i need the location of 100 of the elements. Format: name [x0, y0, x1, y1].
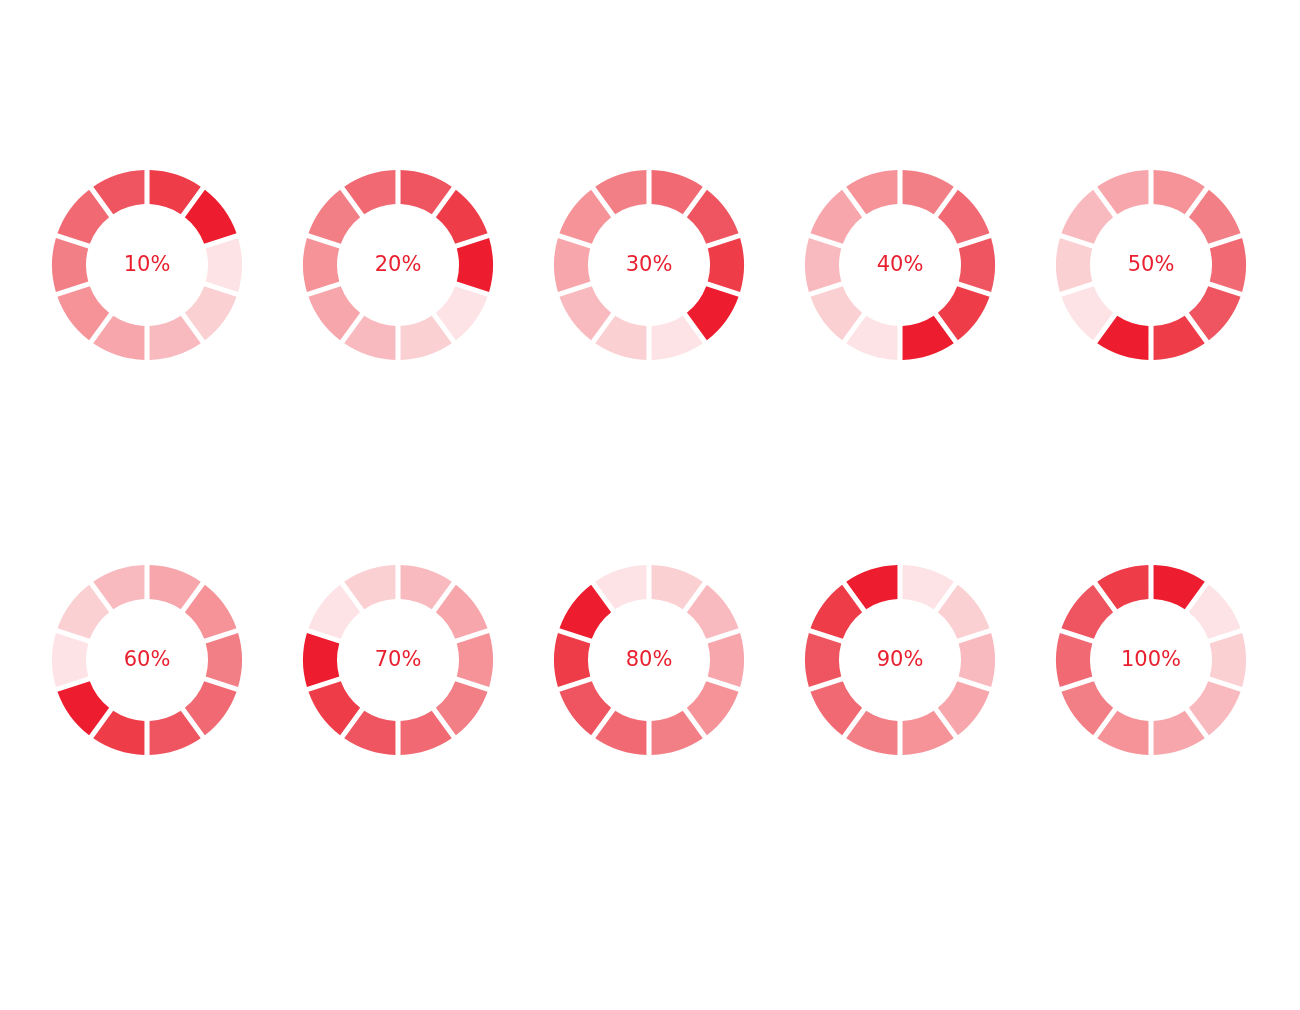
donut-slice [1153, 315, 1205, 360]
donut-slice [308, 286, 361, 341]
donut-slice [559, 286, 612, 341]
donut-slice [1061, 286, 1114, 341]
donut-slice [1056, 238, 1093, 292]
donut-slice [902, 315, 954, 360]
donut-slice [149, 565, 201, 610]
donut-slice [149, 710, 201, 755]
text: 50% [1127, 252, 1175, 276]
donut-slice [456, 633, 493, 687]
donut-slice [805, 633, 842, 687]
donut-slice [595, 170, 647, 215]
donut-slice [810, 286, 863, 341]
donut-slice [57, 286, 110, 341]
text: 60% [123, 647, 171, 671]
donut-slice [184, 286, 237, 341]
text: 80% [625, 647, 673, 671]
donut-slice [846, 315, 898, 360]
donut-slice [400, 170, 452, 215]
donut-slice [184, 681, 237, 736]
donut-slice [559, 681, 612, 736]
donut-slice [686, 286, 739, 341]
donut-slice [651, 710, 703, 755]
donut-slice [707, 633, 744, 687]
donut-slice [937, 681, 990, 736]
donut-slice [937, 584, 990, 639]
donut-slice [93, 170, 145, 215]
donut-slice [400, 565, 452, 610]
donut-slice [707, 238, 744, 292]
donut-slice [1061, 189, 1114, 244]
donut-slice [595, 565, 647, 610]
donut-slice [651, 565, 703, 610]
donut-slice [902, 710, 954, 755]
donut-slice [149, 170, 201, 215]
donut-slice [184, 584, 237, 639]
donut-slice [902, 170, 954, 215]
donut-slice [1209, 238, 1246, 292]
donut-slice [686, 681, 739, 736]
donut-slice [937, 286, 990, 341]
donut-slice [57, 189, 110, 244]
donut-slice [1097, 170, 1149, 215]
text: 90% [876, 647, 924, 671]
donut-slice [559, 189, 612, 244]
donut-slice [958, 238, 995, 292]
text: 40% [876, 252, 924, 276]
donut-slice [52, 238, 89, 292]
donut-slice [559, 584, 612, 639]
donut-slice [52, 633, 89, 687]
donut-slice [149, 315, 201, 360]
text: 30% [625, 252, 673, 276]
donut-slice [1061, 681, 1114, 736]
donut-slice [651, 170, 703, 215]
text: 100% [1120, 647, 1182, 671]
donut-slice [308, 189, 361, 244]
donut-slice [554, 633, 591, 687]
donut-slice [435, 681, 488, 736]
donut-slice [303, 633, 340, 687]
donut-slice [1209, 633, 1246, 687]
donut-slice [958, 633, 995, 687]
donut-slice [344, 710, 396, 755]
donut-slice [1153, 170, 1205, 215]
donut-slice [1188, 681, 1241, 736]
donut-slice [1097, 315, 1149, 360]
donut-slice [810, 189, 863, 244]
donut-slice [554, 238, 591, 292]
text: 10% [123, 252, 171, 276]
donut-slice [1097, 565, 1149, 610]
donut-slice [57, 681, 110, 736]
donut-slice [686, 189, 739, 244]
donut-slice [93, 565, 145, 610]
donut-slice [344, 170, 396, 215]
donut-slice [205, 633, 242, 687]
donut-slice [57, 584, 110, 639]
donut-slice [1188, 189, 1241, 244]
donut-slice [595, 315, 647, 360]
donut-slice [846, 170, 898, 215]
donut-slice [1153, 710, 1205, 755]
donut-slice [651, 315, 703, 360]
donut-slice [344, 565, 396, 610]
donut-slice [400, 315, 452, 360]
text: 20% [374, 252, 422, 276]
donut-slice [435, 189, 488, 244]
donut-slice [308, 584, 361, 639]
donut-slice [435, 286, 488, 341]
donut-slice [1188, 584, 1241, 639]
donut-slice [205, 238, 242, 292]
text: 70% [374, 647, 422, 671]
donut-slice [595, 710, 647, 755]
donut-slice [93, 315, 145, 360]
donut-slice [810, 584, 863, 639]
donut-slice [1153, 565, 1205, 610]
donut-slice [937, 189, 990, 244]
donut-slice [902, 565, 954, 610]
donut-slice [846, 710, 898, 755]
donut-slice [184, 189, 237, 244]
donut-slice [1056, 633, 1093, 687]
donut-slice [810, 681, 863, 736]
donut-slice [435, 584, 488, 639]
donut-slice [686, 584, 739, 639]
donut-slice [93, 710, 145, 755]
